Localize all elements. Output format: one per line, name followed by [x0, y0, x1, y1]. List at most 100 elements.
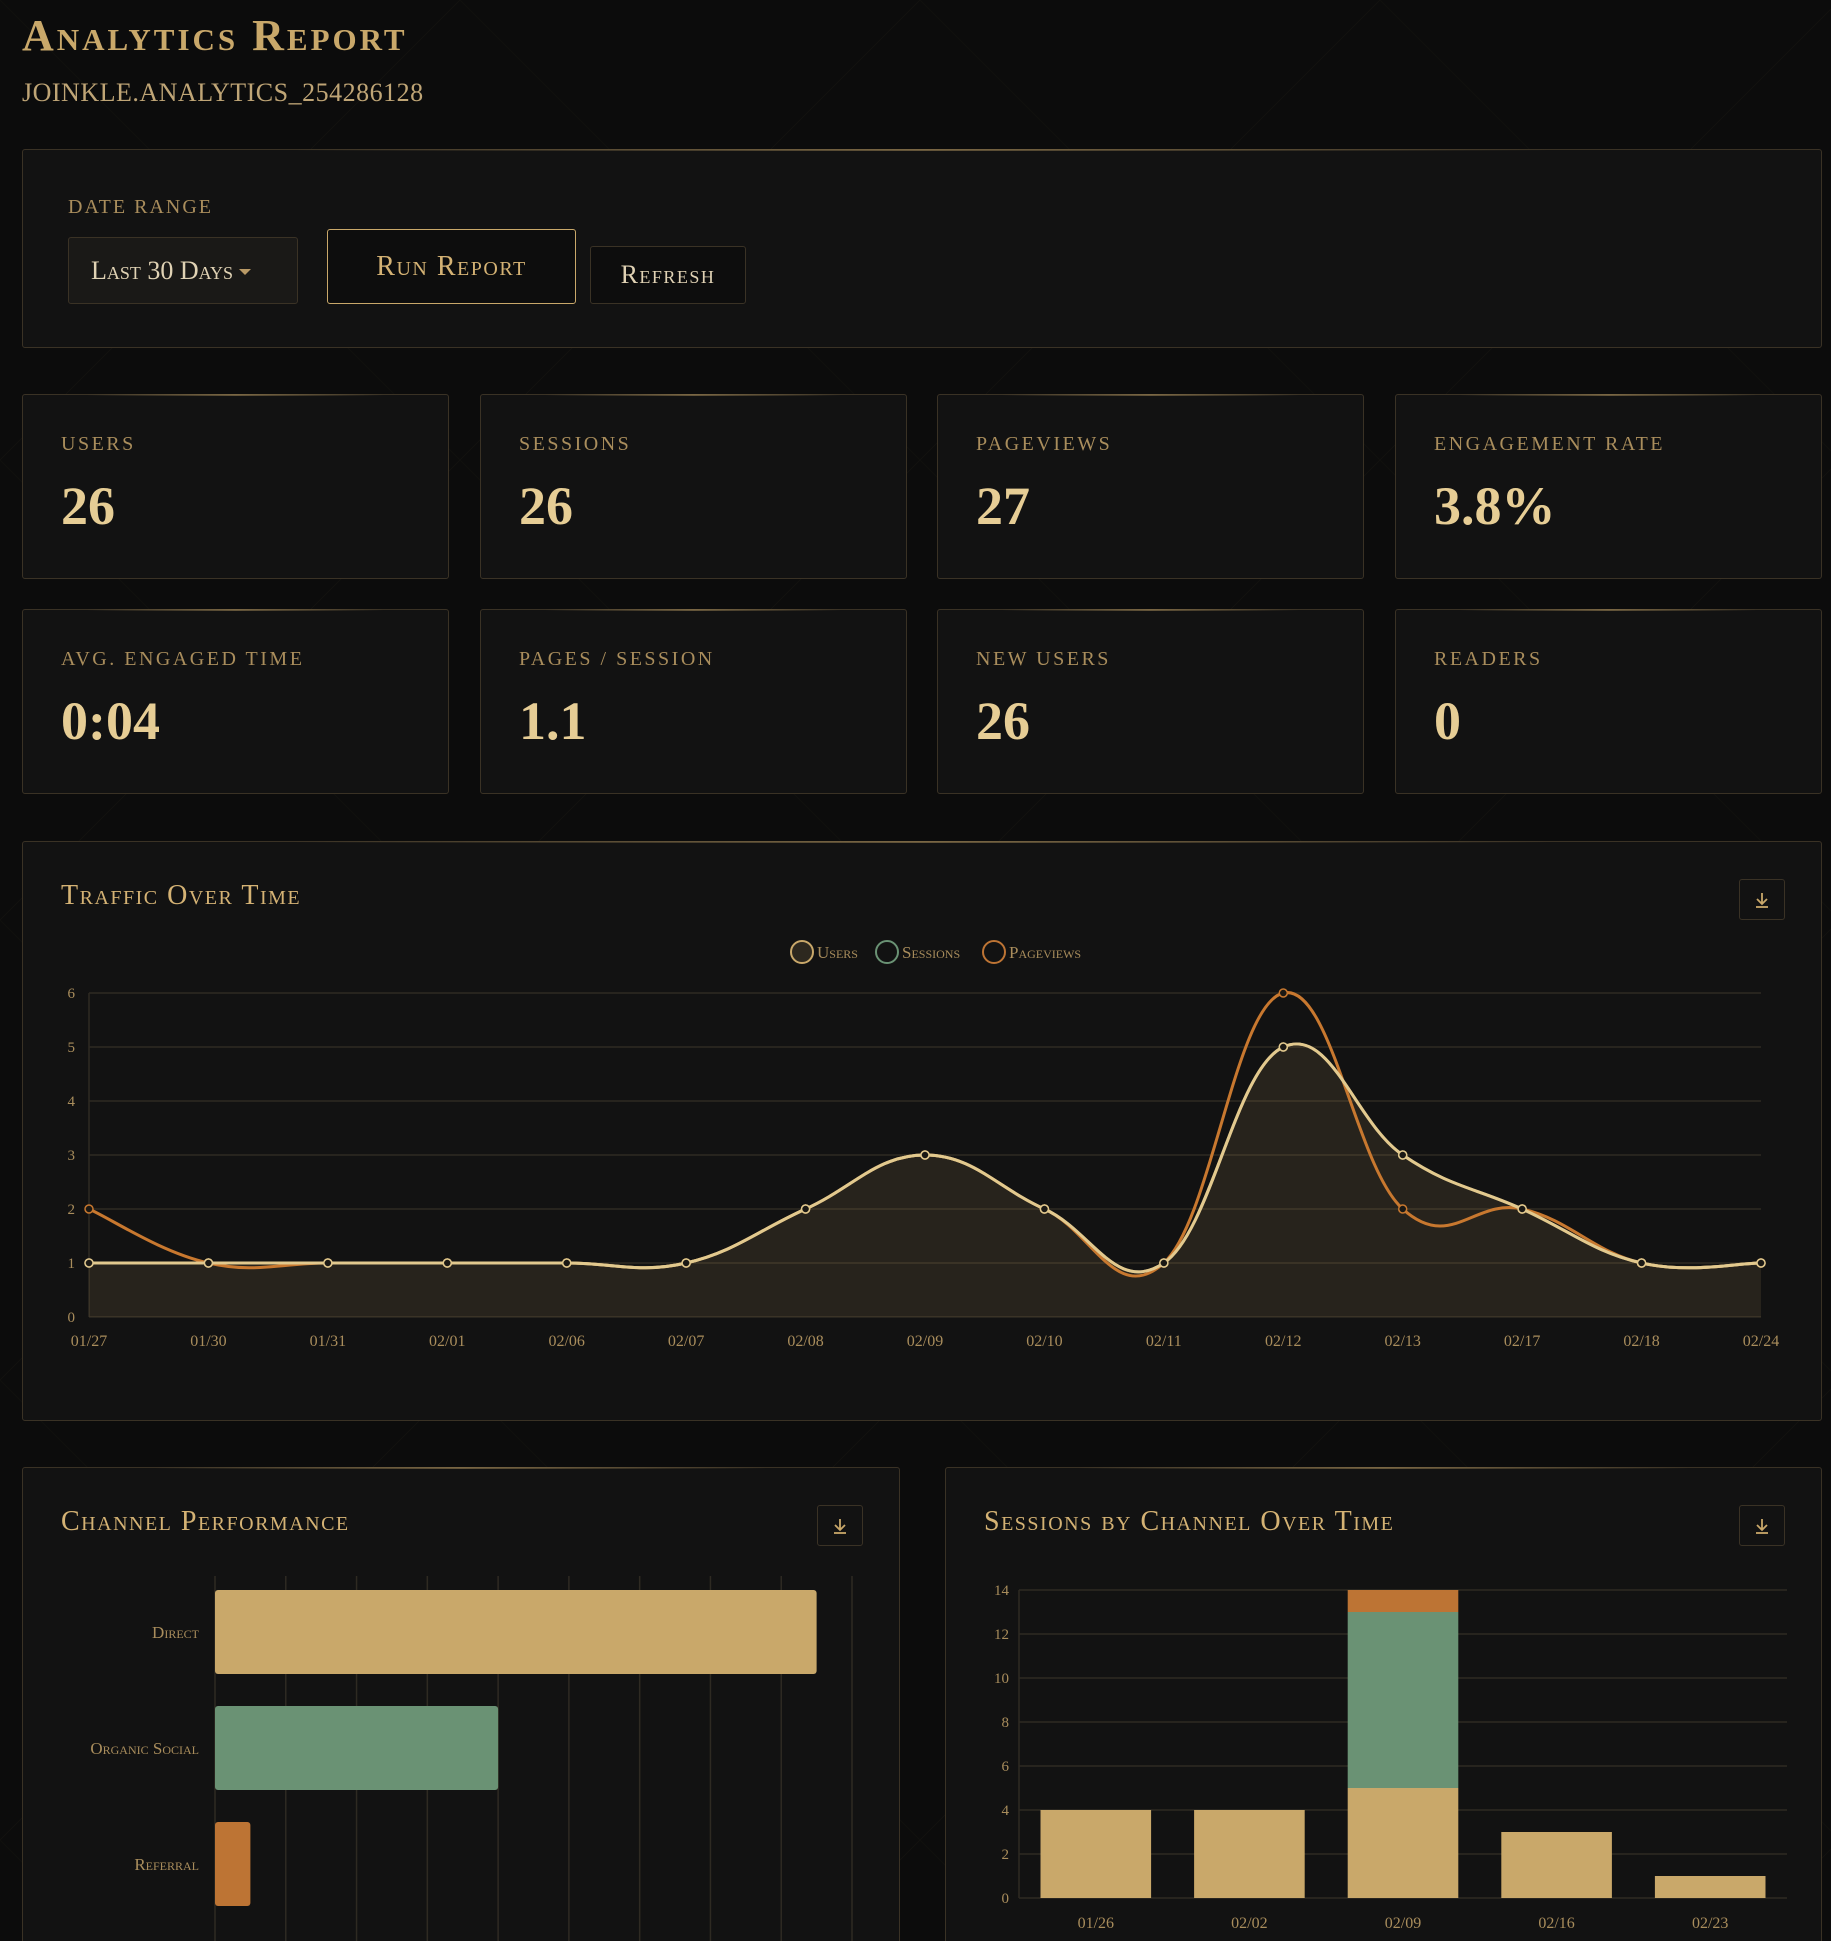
metric-label: Readers [1434, 648, 1543, 670]
metric-value: 0 [1434, 691, 1461, 751]
category-label: Direct [152, 1623, 200, 1642]
traffic-chart-title: Traffic Over Time [61, 880, 302, 911]
metric-card-pages-session: Pages / Session 1.1 [480, 609, 907, 794]
refresh-button[interactable]: Refresh [590, 246, 746, 304]
bar-direct [215, 1590, 817, 1674]
date-range-select[interactable]: Last 30 Days [68, 237, 298, 304]
download-icon [1756, 892, 1768, 908]
x-tick-label: 02/09 [1385, 1915, 1421, 1932]
download-icon [834, 1518, 846, 1534]
x-tick-label: 02/06 [548, 1333, 584, 1350]
metric-value: 26 [519, 476, 573, 536]
y-tick-label: 5 [68, 1040, 76, 1056]
x-tick-label: 02/16 [1538, 1915, 1574, 1932]
y-tick-label: 6 [68, 986, 76, 1002]
legend-label: Pageviews [1009, 943, 1081, 962]
y-tick-label: 12 [994, 1627, 1009, 1643]
bar-segment-direct [1347, 1788, 1459, 1898]
page-title: Analytics Report [22, 11, 408, 60]
bar-segment-direct [1194, 1810, 1305, 1898]
legend-label: Sessions [902, 943, 960, 962]
traffic-chart-panel: Traffic Over Time Users Sessions Pageviews… [22, 841, 1822, 1421]
point-users [203, 1258, 214, 1268]
y-tick-label: 4 [1002, 1803, 1010, 1819]
y-tick-label: 2 [1002, 1847, 1010, 1863]
x-tick-label: 02/12 [1265, 1333, 1301, 1350]
metric-label: Pageviews [976, 433, 1113, 455]
bar-segment-organic-social [1347, 1612, 1459, 1788]
download-icon [1756, 1518, 1768, 1534]
sessions-by-channel-panel: Sessions by Channel Over Time 0 2 4 6 8 10 12 1… [945, 1467, 1822, 1941]
metric-label: New Users [976, 648, 1111, 670]
metric-label: Sessions [519, 433, 632, 455]
channel-download-button[interactable] [817, 1505, 863, 1546]
date-range-label: DATE RANGE [68, 196, 213, 218]
bar-segment-referral [1347, 1590, 1459, 1612]
sessions-download-button[interactable] [1739, 1505, 1785, 1546]
x-tick-label: 02/24 [1743, 1333, 1779, 1350]
point-users [681, 1258, 691, 1268]
legend-swatch [875, 940, 899, 964]
point-users [442, 1258, 453, 1268]
category-label: Referral [134, 1855, 199, 1874]
run-report-button[interactable]: Run Report [327, 229, 576, 304]
point-users [1756, 1258, 1766, 1268]
line-users [88, 1042, 1762, 1274]
chevron-down-icon [239, 268, 252, 275]
legend-item-sessions: Sessions [875, 940, 960, 964]
y-tick-label: 14 [994, 1583, 1010, 1599]
x-tick-label: 01/31 [310, 1333, 346, 1350]
metric-card-users: Users 26 [22, 394, 449, 579]
legend-swatch [982, 940, 1006, 964]
x-tick-label: 02/23 [1692, 1915, 1728, 1932]
metric-label: Engagement Rate [1434, 433, 1666, 455]
metric-label: Avg. Engaged Time [61, 648, 305, 670]
sessions-by-channel-title: Sessions by Channel Over Time [984, 1506, 1395, 1537]
metric-label: Pages / Session [519, 648, 715, 670]
point-pageviews [1397, 1204, 1408, 1214]
x-tick-label: 02/11 [1146, 1333, 1182, 1350]
x-tick-label: 02/13 [1384, 1333, 1420, 1350]
y-tick-label: 6 [1002, 1759, 1010, 1775]
point-users [1039, 1204, 1050, 1214]
point-users [1159, 1258, 1169, 1268]
x-tick-label: 02/10 [1026, 1333, 1062, 1350]
category-label: Organic Social [90, 1739, 199, 1758]
bar-segment-direct [1501, 1832, 1612, 1898]
x-tick-label: 02/08 [787, 1333, 823, 1350]
point-users [1278, 1042, 1289, 1052]
point-pageviews [1278, 988, 1289, 998]
users-area [89, 1043, 1761, 1317]
x-tick-label: 02/18 [1623, 1333, 1659, 1350]
y-tick-label: 1 [68, 1256, 76, 1272]
metric-card-engagement-rate: Engagement Rate 3.8% [1395, 394, 1822, 579]
legend-item-users: Users [790, 940, 858, 964]
x-tick-label: 01/27 [71, 1333, 107, 1350]
point-users [1636, 1258, 1647, 1268]
bar-organic-social [215, 1706, 499, 1790]
x-tick-label: 02/17 [1504, 1333, 1540, 1350]
metric-card-sessions: Sessions 26 [480, 394, 907, 579]
x-tick-label: 01/30 [190, 1333, 226, 1350]
legend-item-pageviews: Pageviews [982, 940, 1081, 964]
channel-performance-title: Channel Performance [61, 1506, 350, 1537]
metric-value: 26 [976, 691, 1030, 751]
x-tick-label: 02/01 [429, 1333, 465, 1350]
y-tick-label: 3 [68, 1148, 76, 1164]
filter-panel: DATE RANGE Last 30 Days Run Report Refre… [22, 149, 1822, 348]
traffic-line-chart: Users Sessions Pageviews 0 1 2 3 4 5 6 01/27 01/30 0… [68, 940, 1779, 1350]
channel-performance-panel: Channel Performance Direct Organic Social… [22, 1467, 900, 1941]
x-tick-label: 02/09 [907, 1333, 943, 1350]
sessions-stacked-bar-chart: 0 2 4 6 8 10 12 14 01/26 02/02 02/09 02/16 02/23 [994, 1583, 1787, 1932]
y-tick-label: 8 [1002, 1715, 1010, 1731]
metric-value: 1.1 [519, 691, 587, 751]
metric-value: 3.8% [1434, 476, 1556, 536]
bar-segment-direct [1654, 1876, 1766, 1898]
traffic-download-button[interactable] [1739, 879, 1785, 920]
legend-label: Users [817, 943, 858, 962]
y-tick-label: 10 [994, 1671, 1009, 1687]
point-users [800, 1204, 811, 1214]
x-tick-label: 02/07 [668, 1333, 704, 1350]
metric-label: Users [61, 433, 136, 455]
y-tick-label: 2 [68, 1202, 76, 1218]
